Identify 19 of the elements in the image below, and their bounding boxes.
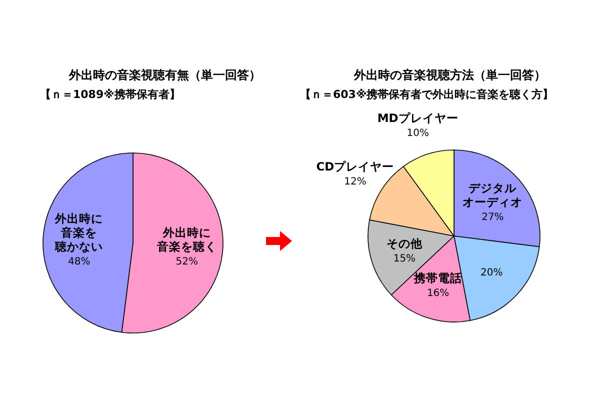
slice-label: 携帯電話 [413,271,462,286]
data-label: 16% [426,288,450,300]
slice-label: デジタルオーディオ [462,180,523,209]
data-label: 15% [393,253,416,264]
chart-subtitle: 【ｎ＝603※携帯保有者で外出時に音楽を聴く方】 [300,88,554,101]
slice-label: CDプレイヤー [316,159,394,174]
data-label: 48% [68,256,90,268]
chart-title: 外出時の音楽視聴方法（単一回答） [353,68,546,82]
slice-label: MDプレイヤー [377,110,458,125]
data-label: 12% [344,176,366,188]
data-label: 27% [482,212,504,223]
chart-subtitle: 【ｎ＝1089※携帯保有者】 [40,88,180,101]
data-label: 10% [406,128,429,139]
slice-label: その他 [386,236,424,250]
data-label: 20% [480,267,503,278]
data-label: 52% [176,256,198,268]
chart-title: 外出時の音楽視聴有無（単一回答） [68,68,261,82]
slice-label: 外出時に音楽を聴かない [54,212,104,254]
slice-label: 外出時に音楽を聴く [156,225,217,254]
